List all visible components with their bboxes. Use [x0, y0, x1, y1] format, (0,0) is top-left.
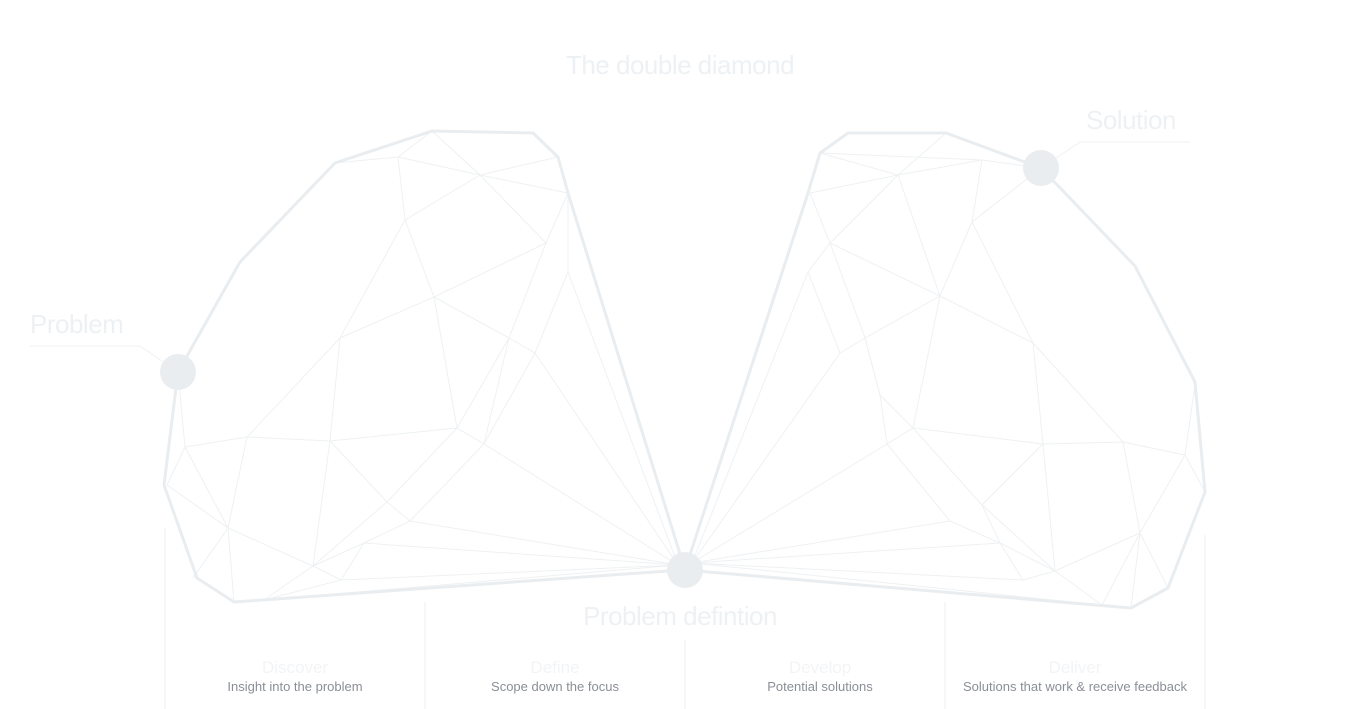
- phase-description: Insight into the problem: [227, 679, 363, 694]
- diagram-title: The double diamond: [565, 50, 795, 80]
- phase-name: Discover: [261, 658, 329, 677]
- problem-label: Problem: [30, 309, 124, 339]
- phase-description: Solutions that work & receive feedback: [962, 679, 1187, 694]
- problem-leader-line: [30, 345, 179, 373]
- left-diamond-mesh: [166, 130, 679, 603]
- phase-description: Scope down the focus: [491, 679, 619, 694]
- phase-develop: Develop Potential solutions: [690, 657, 950, 696]
- phase-discover: Discover Insight into the problem: [165, 657, 425, 696]
- solution-leader-line: [1040, 141, 1190, 169]
- phase-deliver: Deliver Solutions that work & receive fe…: [945, 657, 1205, 696]
- problem-node: [160, 354, 196, 390]
- right-diamond-mesh: [691, 132, 1206, 609]
- solution-label: Solution: [1086, 105, 1176, 135]
- right-diamond-outline: [683, 131, 1207, 610]
- phase-dividers: [164, 528, 1206, 709]
- definition-node: [667, 552, 703, 588]
- phase-name: Develop: [788, 658, 852, 677]
- phase-name: Deliver: [1048, 658, 1102, 677]
- problem-definition-label: Problem defintion: [583, 601, 777, 631]
- phase-define: Define Scope down the focus: [425, 657, 685, 696]
- left-diamond-outline: [162, 129, 687, 604]
- phase-description: Potential solutions: [767, 679, 873, 694]
- solution-node: [1023, 150, 1059, 186]
- phase-name: Define: [530, 658, 580, 677]
